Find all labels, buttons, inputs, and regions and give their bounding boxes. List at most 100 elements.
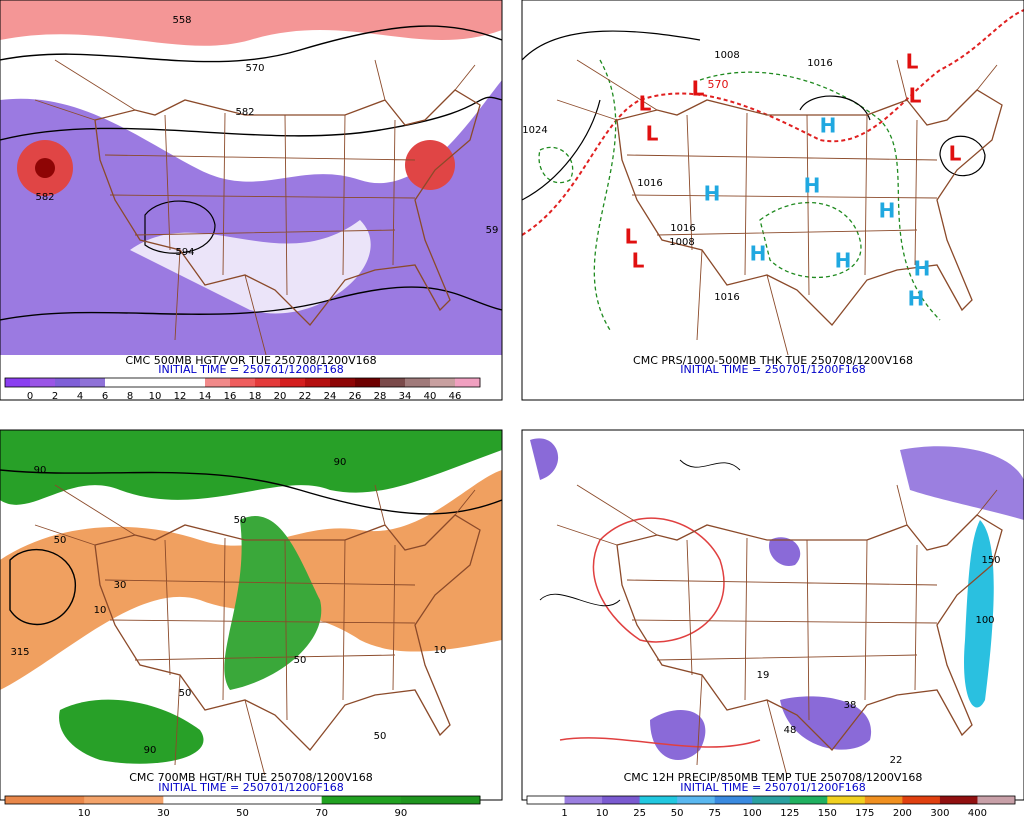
contour-label: 1024 [522,125,547,136]
initial-time: INITIAL TIME = 250701/1200F168 [680,781,865,794]
colorbar-label: 10 [78,808,91,819]
colorbar-label: 24 [324,391,337,402]
pressure-center: L [692,77,705,101]
colorbar-label: 300 [930,808,949,819]
colorbar-swatch [5,796,85,804]
colorbar-label: 6 [102,391,108,402]
contour-label: 10 [94,605,107,616]
colorbar-label: 46 [449,391,462,402]
contour-label: 1008 [714,50,739,61]
colorbar-swatch [330,378,356,387]
colorbar-label: 90 [394,808,407,819]
humidity-map [0,430,502,775]
pressure-center: L [909,84,922,108]
pressure-center: L [625,225,638,249]
colorbar-swatch [789,796,828,804]
colorbar-label: 40 [424,391,437,402]
colorbar-label: 10 [149,391,162,402]
contour-label: 30 [114,580,127,591]
contour-label: 100 [975,615,994,626]
contour-label: 50 [179,688,192,699]
colorbar-label: 12 [174,391,187,402]
colorbar-frame [4,795,481,805]
contour-label: 90 [34,465,47,476]
colorbar-label: 150 [818,808,837,819]
colorbar-label: 50 [671,808,684,819]
colorbar-label: 10 [596,808,609,819]
colorbar-label: 18 [249,391,262,402]
colorbar-swatch [714,796,753,804]
colorbar-label: 16 [224,391,237,402]
panel-caption: CMC PRS/1000-500MB THK TUE 250708/1200V1… [633,354,913,367]
colorbar-swatch [602,796,641,804]
colorbar-label: 70 [315,808,328,819]
colorbar-label: 75 [708,808,721,819]
contour-label: 59 [486,225,499,236]
colorbar-swatch [564,796,603,804]
colorbar-swatch [752,796,791,804]
pressure-center: H [804,174,821,198]
colorbar-swatch [280,378,306,387]
colorbar-swatch [163,796,243,804]
contour-label: 1008 [669,237,694,248]
colorbar-swatch [355,378,381,387]
contour-label: 90 [334,457,347,468]
colorbar-label: 400 [968,808,987,819]
contour-label: 582 [35,192,54,203]
colorbar-swatch [30,378,56,387]
colorbar-swatch [305,378,331,387]
initial-time: INITIAL TIME = 250701/1200F168 [158,781,343,794]
panel-caption: CMC 12H PRECIP/850MB TEMP TUE 250708/120… [624,771,923,784]
colorbar-label: 26 [349,391,362,402]
colorbar-label: 100 [743,808,762,819]
colorbar-frame [4,377,481,388]
pressure-center: H [908,287,925,311]
colorbar-swatch [902,796,941,804]
colorbar-label: 25 [633,808,646,819]
pressure-center: L [646,122,659,146]
contour-label: 1016 [807,58,832,69]
colorbar-swatch [400,796,481,804]
contour-label: 150 [981,555,1000,566]
colorbar-swatch [430,378,456,387]
vorticity-map [0,0,502,355]
colorbar-label: 28 [374,391,387,402]
colorbar-label: 14 [199,391,212,402]
pressure-center: H [914,257,931,281]
colorbar-label: 125 [780,808,799,819]
colorbar-label: 2 [52,391,58,402]
colorbar-swatch [405,378,431,387]
colorbar-swatch [242,796,323,804]
pressure-center: H [750,242,767,266]
colorbar-swatch [827,796,866,804]
colorbar-swatch [105,378,131,387]
colorbar-swatch [977,796,1016,804]
pressure-center: L [632,249,645,273]
colorbar-label: 30 [157,808,170,819]
precip-map [522,430,1024,775]
colorbar-swatch [5,378,31,387]
colorbar-swatch [230,378,256,387]
pressure-center: L [949,142,962,166]
colorbar-swatch [155,378,181,387]
contour-label: 1016 [670,223,695,234]
contour-label: 570 [708,78,729,91]
colorbar-label: 8 [127,391,133,402]
contour-label: 90 [144,745,157,756]
initial-time: INITIAL TIME = 250701/1200F168 [158,363,343,376]
colorbar-swatch [527,796,566,804]
colorbar-swatch [455,378,481,387]
colorbar-label: 175 [855,808,874,819]
colorbar-label: 20 [274,391,287,402]
colorbar-swatch [55,378,81,387]
contour-label: 22 [890,755,903,766]
contour-label: 570 [245,63,264,74]
colorbar-swatch [321,796,402,804]
colorbar-label: 0 [27,391,33,402]
colorbar-swatch [864,796,903,804]
contour-label: 315 [10,647,29,658]
initial-time: INITIAL TIME = 250701/1200F168 [680,363,865,376]
colorbar-swatch [205,378,231,387]
pressure-center: H [835,249,852,273]
colorbar-label: 22 [299,391,312,402]
